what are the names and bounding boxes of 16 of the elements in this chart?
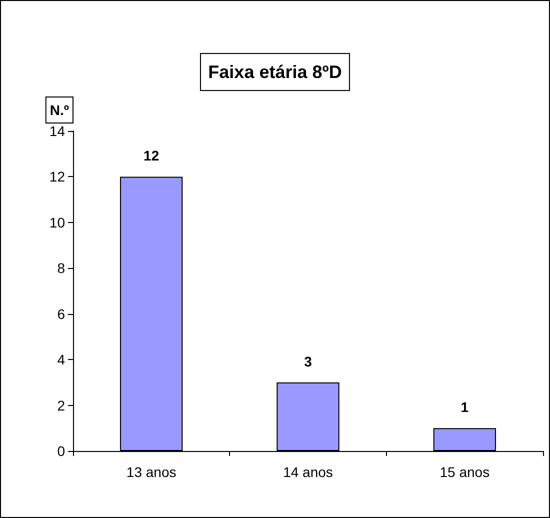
- y-tick-label: 4: [57, 352, 66, 368]
- x-tick-label: 13 anos: [126, 464, 176, 480]
- data-label: 1: [460, 399, 469, 416]
- y-tick-label: 14: [49, 123, 66, 139]
- y-tick-label: 0: [57, 443, 66, 459]
- chart-title: Faixa etária 8ºD: [208, 62, 342, 82]
- x-tick-label: 15 anos: [440, 464, 490, 480]
- y-tick-label: 8: [57, 260, 66, 276]
- y-axis-title: N.º: [50, 102, 69, 118]
- data-label: 12: [144, 148, 160, 164]
- data-label: 3: [304, 353, 312, 370]
- y-tick-label: 6: [57, 306, 66, 322]
- y-tick-label: 2: [57, 397, 66, 414]
- x-tick-label: 14 anos: [283, 464, 333, 480]
- y-tick-label: 12: [49, 168, 66, 185]
- y-tick-label: 10: [49, 214, 66, 230]
